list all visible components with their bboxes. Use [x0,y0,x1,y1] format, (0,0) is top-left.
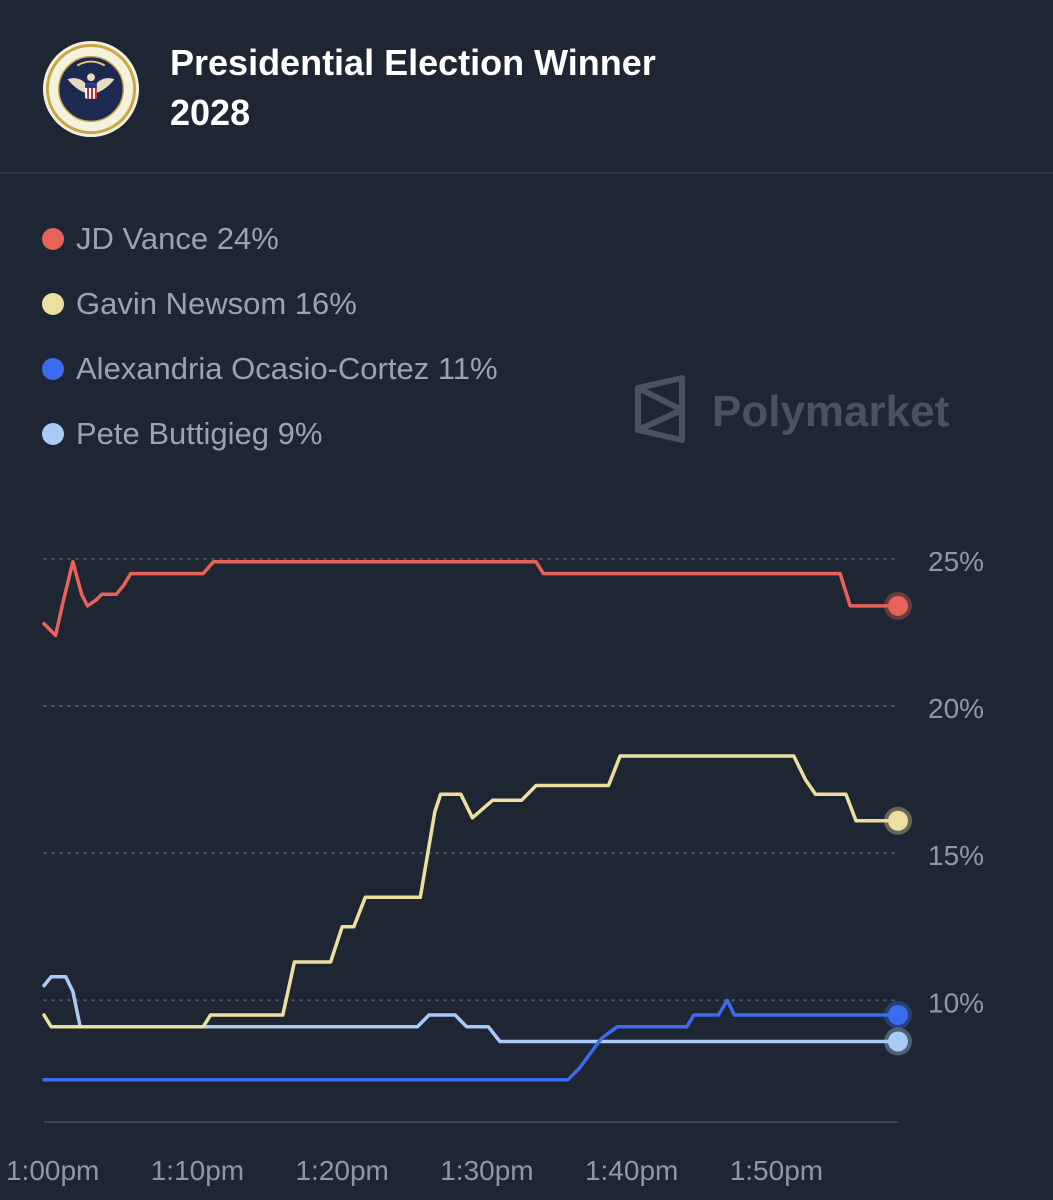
polymarket-wordmark: Polymarket [712,387,950,436]
legend-dot-pete-buttigieg [42,423,64,445]
series-end-point-jd-vance [888,595,908,616]
series-line-jd-vance [42,560,900,638]
y-tick-label: 10% [928,987,984,1018]
legend-label-aoc: Alexandria Ocasio-Cortez 11% [76,351,498,386]
chart-header: Presidential Election Winner 2028 [0,0,1053,172]
polymarket-logo-icon [635,375,685,443]
legend-label-pete-buttigieg: Pete Buttigieg 9% [76,416,323,451]
legend-dot-jd-vance [42,228,64,250]
chart-title-line1: Presidential Election Winner [170,42,656,83]
polymarket-watermark: Polymarket [635,375,950,443]
series-line-alexandria-ocasio-cortez [42,998,900,1082]
legend-item-pete-buttigieg: Pete Buttigieg 9% [42,409,498,474]
x-tick-label: 1:30pm [440,1155,533,1186]
x-tick-label: 1:40pm [585,1155,678,1186]
series-end-point-alexandria-ocasio-cortez [888,1005,908,1025]
legend-item-aoc: Alexandria Ocasio-Cortez 11% [42,344,498,409]
y-tick-label: 20% [928,693,984,724]
series-end-point-gavin-newsom [888,810,908,831]
x-tick-label: 1:20pm [295,1155,388,1186]
legend-label-gavin-newsom: Gavin Newsom 16% [76,286,357,321]
legend-item-gavin-newsom: Gavin Newsom 16% [42,279,498,344]
legend-item-jd-vance: JD Vance 24% [42,214,498,279]
presidential-seal-icon [42,40,140,138]
x-tick-label: 1:00pm [6,1155,99,1186]
chart-title-line2: 2028 [170,92,251,133]
header-divider [0,172,1053,174]
legend-dot-aoc [42,358,64,380]
series-end-point-pete-buttigieg [888,1031,908,1052]
x-tick-label: 1:10pm [151,1155,244,1186]
series-line-pete-buttigieg [42,974,900,1044]
legend-label-jd-vance: JD Vance 24% [76,221,279,256]
legend: JD Vance 24% Gavin Newsom 16% Alexandria… [42,214,498,474]
legend-dot-gavin-newsom [42,293,64,315]
y-tick-label: 25% [928,546,984,577]
series-line-gavin-newsom [42,754,900,1029]
x-tick-label: 1:50pm [730,1155,823,1186]
chart-title: Presidential Election Winner 2028 [170,38,810,138]
y-tick-label: 15% [928,840,984,871]
